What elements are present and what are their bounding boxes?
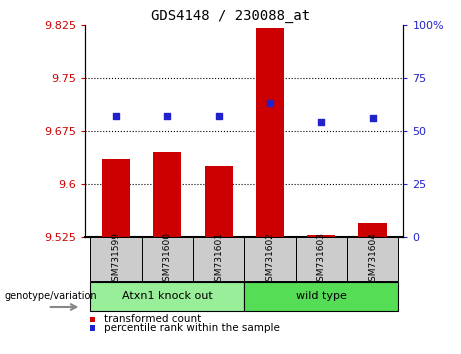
- Text: GSM731601: GSM731601: [214, 232, 223, 287]
- FancyBboxPatch shape: [142, 237, 193, 281]
- FancyBboxPatch shape: [193, 237, 244, 281]
- FancyBboxPatch shape: [244, 282, 398, 311]
- FancyBboxPatch shape: [244, 237, 296, 281]
- Point: [215, 113, 222, 119]
- Bar: [153, 152, 182, 237]
- Point: [164, 113, 171, 119]
- Bar: [307, 235, 336, 237]
- Bar: [256, 28, 284, 237]
- Text: Atxn1 knock out: Atxn1 knock out: [122, 291, 213, 302]
- Text: GSM731600: GSM731600: [163, 232, 172, 287]
- FancyBboxPatch shape: [347, 237, 398, 281]
- Point: [112, 113, 120, 119]
- Point: [369, 115, 376, 121]
- Point: [318, 120, 325, 125]
- FancyBboxPatch shape: [90, 237, 142, 281]
- FancyBboxPatch shape: [90, 282, 244, 311]
- Text: GSM731602: GSM731602: [266, 232, 274, 287]
- Text: transformed count: transformed count: [104, 314, 201, 324]
- Text: GSM731604: GSM731604: [368, 232, 377, 287]
- Point: [266, 101, 274, 106]
- FancyBboxPatch shape: [296, 237, 347, 281]
- Bar: [205, 166, 233, 237]
- Text: percentile rank within the sample: percentile rank within the sample: [104, 323, 280, 333]
- Text: genotype/variation: genotype/variation: [5, 291, 97, 301]
- Text: GDS4148 / 230088_at: GDS4148 / 230088_at: [151, 9, 310, 23]
- Bar: [359, 223, 387, 237]
- Text: GSM731603: GSM731603: [317, 232, 326, 287]
- Text: wild type: wild type: [296, 291, 347, 302]
- Text: GSM731599: GSM731599: [112, 232, 121, 287]
- Bar: [102, 159, 130, 237]
